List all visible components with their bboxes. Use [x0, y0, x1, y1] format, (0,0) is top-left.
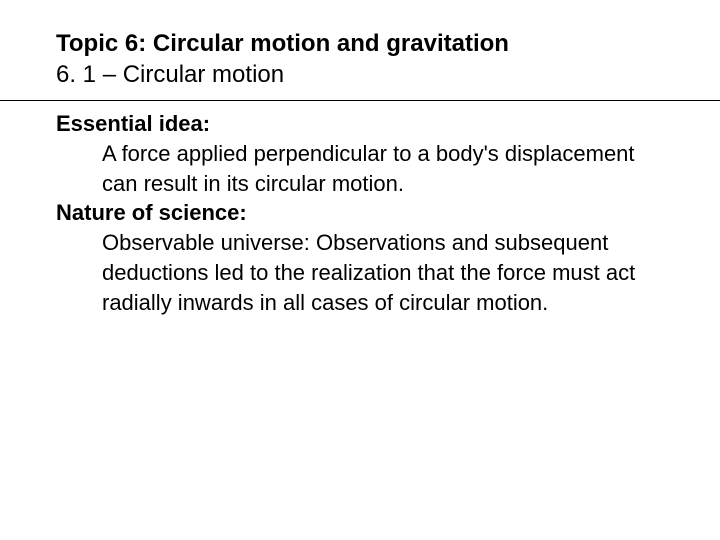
slide-header: Topic 6: Circular motion and gravitation…: [0, 0, 720, 101]
essential-idea-text: A force applied perpendicular to a body'…: [56, 139, 664, 198]
topic-subtitle: 6. 1 – Circular motion: [56, 59, 664, 90]
essential-idea-label: Essential idea:: [56, 109, 664, 139]
slide-content: Essential idea: A force applied perpendi…: [0, 101, 720, 317]
nature-of-science-text: Observable universe: Observations and su…: [56, 228, 664, 317]
nature-of-science-label: Nature of science:: [56, 198, 664, 228]
topic-title: Topic 6: Circular motion and gravitation: [56, 28, 664, 59]
